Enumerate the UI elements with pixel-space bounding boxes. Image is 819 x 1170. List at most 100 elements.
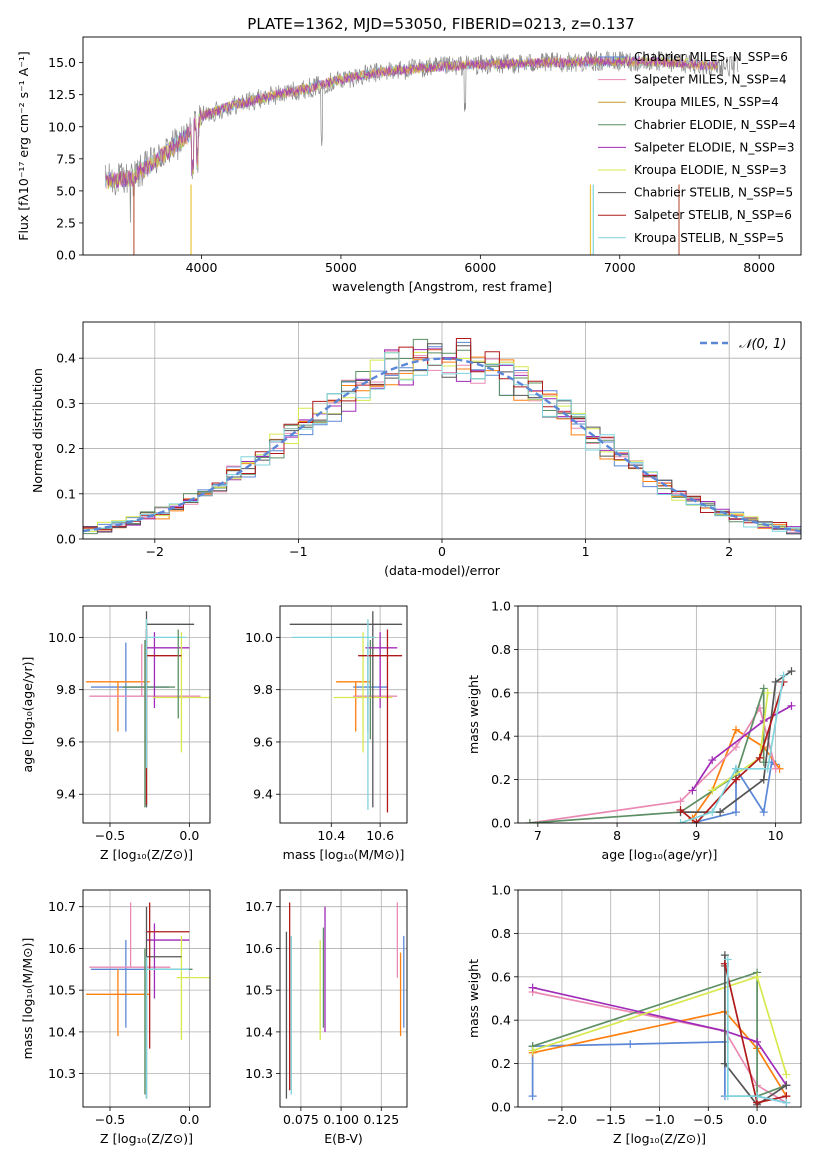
y-axis-label: mass weight (466, 959, 481, 1038)
weight-marker (753, 1037, 762, 1046)
x-axis-label: wavelength [Angstrom, rest frame] (332, 279, 552, 294)
weight-marker (787, 667, 796, 676)
x-axis-label: age [log₁₀(age/yr)] (602, 847, 718, 862)
y-axis-label: Normed distribution (30, 368, 45, 493)
x-tick-label: 5000 (325, 260, 357, 275)
weight-marker (708, 786, 717, 795)
weight-marker (528, 1046, 537, 1055)
x-tick-label: 8 (613, 828, 621, 843)
y-tick-label: 9.6 (253, 734, 273, 749)
legend-label: Salpeter MILES, N_SSP=4 (634, 73, 787, 87)
y-tick-label: 10.0 (48, 119, 76, 134)
weight-marker (731, 775, 740, 784)
y-tick-label: 9.6 (56, 734, 76, 749)
weight-marker (753, 972, 762, 981)
weight-marker (688, 786, 697, 795)
y-tick-label: 10.7 (245, 899, 273, 914)
plot-area (525, 667, 796, 823)
y-tick-label: 10.5 (48, 983, 76, 998)
legend-label: Salpeter ELODIE, N_SSP=3 (634, 140, 795, 154)
x-tick-label: −1.5 (596, 1112, 626, 1127)
y-axis-label: Flux [fλ10⁻¹⁷ erg cm⁻² s⁻¹ A⁻¹] (16, 51, 31, 240)
x-tick-label: 0.075 (283, 1112, 319, 1127)
y-tick-label: 9.4 (56, 787, 76, 802)
weight-marker (782, 1098, 791, 1107)
plot-area (285, 902, 405, 1099)
plot-frame (82, 36, 802, 256)
x-axis-label: (data-model)/error (384, 563, 501, 578)
x-tick-label: 9 (692, 828, 700, 843)
x-tick-label: −1 (289, 544, 307, 559)
y-tick-label: 5.0 (56, 183, 76, 198)
weight-marker (779, 671, 788, 680)
weight-vs-age-panel: 7 8 9 10 0.0 0.2 0.4 0.6 0.8 1.0 age [log₁₀(age/yr… (466, 599, 802, 862)
plot-area (289, 611, 403, 813)
weight-marker (782, 1081, 791, 1090)
y-tick-label: 0.2 (56, 441, 76, 456)
weight-marker (708, 756, 717, 765)
legend-label: Chabrier MILES, N_SSP=6 (634, 50, 788, 64)
x-tick-label: 10 (768, 828, 784, 843)
y-tick-label: 7.5 (56, 151, 76, 166)
y-tick-label: 0.2 (491, 1056, 511, 1071)
y-tick-label: 0.0 (491, 1100, 511, 1115)
y-tick-label: 0.0 (491, 816, 511, 831)
x-tick-label: 0.0 (179, 1112, 199, 1127)
plot-frame (82, 889, 211, 1108)
weight-marker (753, 1092, 762, 1101)
y-axis-label: age [log₁₀(age/yr)] (20, 657, 35, 773)
y-tick-label: 10.6 (48, 941, 76, 956)
weight-series (726, 959, 787, 1104)
weight-vs-metallicity-panel: −2.0 −1.5 −1.0 −0.5 0.0 0.0 0.2 0.4 0.6 0.8 1.0 Z [… (466, 883, 802, 1146)
y-axis-label: mass weight (466, 675, 481, 754)
x-axis-label: mass [log₁₀(M/M⊙)] (283, 847, 405, 862)
legend-label: Salpeter STELIB, N_SSP=6 (634, 208, 792, 222)
y-tick-label: 0.8 (491, 642, 511, 657)
mass-vs-metallicity-panel: −0.5 0.0 10.3 10.4 10.5 10.6 10.7 Z [log₁₀(Z/Z⊙… (20, 889, 211, 1146)
x-tick-label: 1 (582, 544, 590, 559)
weight-marker (626, 1040, 635, 1049)
weight-marker (528, 983, 537, 992)
weight-marker (731, 743, 740, 752)
x-tick-label: 2 (725, 544, 733, 559)
weight-marker (731, 725, 740, 734)
x-axis-label: Z [log₁₀(Z/Z⊙)] (613, 1131, 706, 1146)
x-tick-label: 4000 (186, 260, 218, 275)
weight-marker (763, 764, 772, 773)
weight-marker (771, 677, 780, 686)
y-tick-label: 10.3 (245, 1066, 273, 1081)
age-vs-mass-panel: 10.4 10.6 9.4 9.6 9.8 10.0 mass [log₁₀(M/M⊙)] (245, 605, 408, 862)
weight-marker (676, 797, 685, 806)
x-tick-label: −2.0 (547, 1112, 577, 1127)
normal-curve (83, 357, 801, 533)
weight-marker (782, 1070, 791, 1079)
y-tick-label: 10.0 (48, 630, 76, 645)
x-tick-label: 0 (438, 544, 446, 559)
y-tick-label: 10.6 (245, 941, 273, 956)
weight-series (532, 971, 787, 1098)
weight-marker (720, 951, 729, 960)
legend-label: Kroupa STELIB, N_SSP=5 (634, 231, 784, 245)
weight-marker (731, 808, 740, 817)
x-tick-label: 0.100 (323, 1112, 359, 1127)
figure-title: PLATE=1362, MJD=53050, FIBERID=0213, z=0… (247, 15, 634, 33)
legend-label: Kroupa ELODIE, N_SSP=3 (634, 163, 787, 177)
weight-marker (771, 764, 780, 773)
weight-marker (676, 819, 685, 823)
plot-frame (279, 605, 408, 824)
y-tick-label: 0.4 (56, 351, 76, 366)
y-tick-label: 10.4 (245, 1024, 273, 1039)
y-tick-label: 0.0 (56, 248, 76, 263)
y-tick-label: 12.5 (48, 87, 76, 102)
y-axis-label: mass [log₁₀(M/M⊙)] (20, 938, 35, 1060)
y-tick-label: 15.0 (48, 55, 76, 70)
y-tick-label: 0.2 (491, 772, 511, 787)
plot-frame (82, 605, 211, 824)
x-axis-label: E(B-V) (324, 1131, 363, 1146)
y-tick-label: 9.4 (253, 787, 273, 802)
weight-marker (787, 701, 796, 710)
weight-marker (676, 805, 685, 814)
x-tick-label: 10.6 (366, 828, 394, 843)
x-tick-label: −0.5 (693, 1112, 723, 1127)
x-tick-label: 8000 (743, 260, 775, 275)
